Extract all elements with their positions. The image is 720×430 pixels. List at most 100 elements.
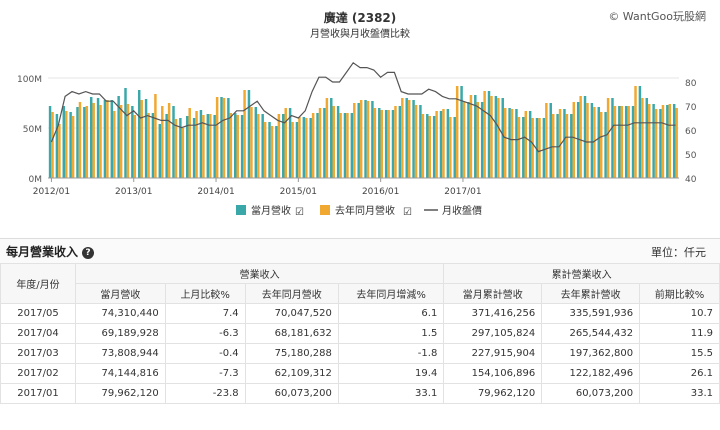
bar-current bbox=[638, 86, 642, 178]
bar-current bbox=[494, 96, 498, 178]
bar-last-year bbox=[270, 126, 274, 178]
cell-prev: 70,047,520 bbox=[244, 303, 339, 324]
bar-last-year bbox=[387, 110, 390, 178]
bar-current bbox=[323, 108, 326, 178]
cell-cum: 297,105,824 bbox=[443, 323, 543, 344]
bar-current bbox=[220, 97, 223, 178]
bar-current bbox=[117, 96, 120, 178]
bar-current bbox=[89, 97, 93, 178]
bar-last-year bbox=[401, 98, 404, 178]
bar-current bbox=[350, 113, 354, 178]
bar-last-year bbox=[119, 105, 123, 178]
bar-current bbox=[83, 107, 86, 178]
bar-current bbox=[652, 104, 655, 178]
bar-last-year bbox=[373, 108, 377, 178]
cell-rev: 73,808,944 bbox=[75, 343, 166, 364]
section-title: 每月營業收入? bbox=[6, 243, 95, 260]
bar-current bbox=[103, 100, 107, 178]
legend-swatch bbox=[320, 205, 330, 215]
col-header-cum: 當月累計營收 bbox=[443, 283, 543, 304]
bar-current bbox=[439, 111, 443, 178]
row-month: 2017/02 bbox=[0, 363, 76, 384]
cell-yoy: 1.5 bbox=[337, 323, 445, 344]
x-tick-label: 2012/01 bbox=[33, 187, 70, 197]
section-header: 每月營業收入? 單位：仟元 bbox=[0, 238, 720, 264]
x-tick-label: 2016/01 bbox=[362, 187, 399, 197]
bar-last-year bbox=[167, 103, 171, 178]
table-row: 2017/04 69,189,928 -6.3 68,181,632 1.5 297,10… bbox=[0, 323, 720, 344]
bar-current bbox=[336, 106, 340, 178]
bar-last-year bbox=[503, 108, 507, 178]
bar-current bbox=[576, 102, 580, 178]
cell-mom: -6.3 bbox=[164, 323, 246, 344]
table-row: 2017/01 79,962,120 -23.8 60,073,200 33.1 79,9… bbox=[0, 383, 720, 404]
bar-current bbox=[192, 118, 196, 178]
bar-current bbox=[357, 103, 360, 178]
bar-last-year bbox=[140, 100, 143, 178]
bar-current bbox=[131, 106, 134, 178]
bar-last-year bbox=[654, 109, 658, 178]
bar-current bbox=[453, 117, 456, 178]
bar-last-year bbox=[263, 122, 267, 178]
row-month: 2017/03 bbox=[0, 343, 76, 364]
bar-current bbox=[364, 100, 367, 178]
bar-current bbox=[96, 98, 100, 178]
bar-current bbox=[446, 109, 450, 178]
bar-last-year bbox=[490, 96, 493, 178]
col-header-cum-prev: 去年累計營收 bbox=[541, 283, 641, 304]
bar-current bbox=[515, 109, 518, 178]
bar-last-year bbox=[126, 104, 130, 178]
bar-last-year bbox=[174, 119, 178, 178]
table-row: 2017/02 74,144,816 -7.3 62,109,312 19.4 154,1… bbox=[0, 363, 720, 384]
bar-current bbox=[185, 116, 189, 178]
bar-last-year bbox=[551, 114, 555, 178]
legend-checkbox-icon[interactable]: ☑ bbox=[295, 207, 304, 218]
bar-last-year bbox=[524, 111, 528, 178]
cumulative-group-header: 累計營業收入 bbox=[443, 263, 720, 284]
bar-current bbox=[76, 107, 79, 178]
cell-yoy: 6.1 bbox=[337, 303, 445, 324]
bar-current bbox=[227, 98, 230, 178]
bar-last-year bbox=[455, 86, 459, 178]
cell-cum-prev: 122,182,496 bbox=[541, 363, 641, 384]
unit-label: 單位：仟元 bbox=[651, 246, 706, 259]
bar-last-year bbox=[394, 106, 397, 178]
bar-last-year bbox=[332, 106, 335, 178]
cell-cum: 371,416,256 bbox=[443, 303, 543, 324]
bar-last-year bbox=[215, 97, 219, 178]
bar-last-year bbox=[229, 113, 233, 178]
bar-current bbox=[240, 115, 244, 178]
cell-cum-yoy: 15.5 bbox=[639, 343, 720, 364]
cell-cum-yoy: 33.1 bbox=[639, 383, 720, 404]
bar-last-year bbox=[435, 111, 438, 178]
bar-last-year bbox=[202, 115, 205, 178]
x-tick-label: 2015/01 bbox=[280, 187, 317, 197]
bar-current bbox=[206, 114, 210, 178]
bar-last-year bbox=[407, 100, 411, 178]
bar-current bbox=[522, 117, 525, 178]
bar-last-year bbox=[641, 98, 644, 178]
bar-last-year bbox=[188, 108, 191, 178]
bar-current bbox=[158, 124, 162, 178]
legend-label: 去年同月營收 bbox=[335, 204, 395, 217]
cell-prev: 68,181,632 bbox=[244, 323, 339, 344]
bar-last-year bbox=[531, 118, 534, 178]
bar-last-year bbox=[277, 114, 281, 178]
bar-current bbox=[474, 95, 477, 178]
bar-current bbox=[460, 86, 463, 178]
bar-last-year bbox=[476, 102, 480, 178]
bar-last-year bbox=[284, 108, 287, 178]
help-icon[interactable]: ? bbox=[82, 247, 95, 259]
bar-current bbox=[268, 122, 271, 178]
legend-checkbox-icon[interactable]: ☑ bbox=[403, 207, 412, 218]
bar-current bbox=[288, 108, 292, 178]
bar-last-year bbox=[538, 118, 541, 178]
bar-current bbox=[535, 118, 539, 178]
chart-title: 廣達 (2382) bbox=[324, 10, 397, 25]
bar-current bbox=[110, 100, 114, 178]
cell-prev: 62,109,312 bbox=[244, 363, 339, 384]
bar-last-year bbox=[565, 114, 569, 178]
bar-current bbox=[542, 118, 546, 178]
bar-last-year bbox=[154, 94, 157, 178]
cell-yoy: 19.4 bbox=[337, 363, 445, 384]
